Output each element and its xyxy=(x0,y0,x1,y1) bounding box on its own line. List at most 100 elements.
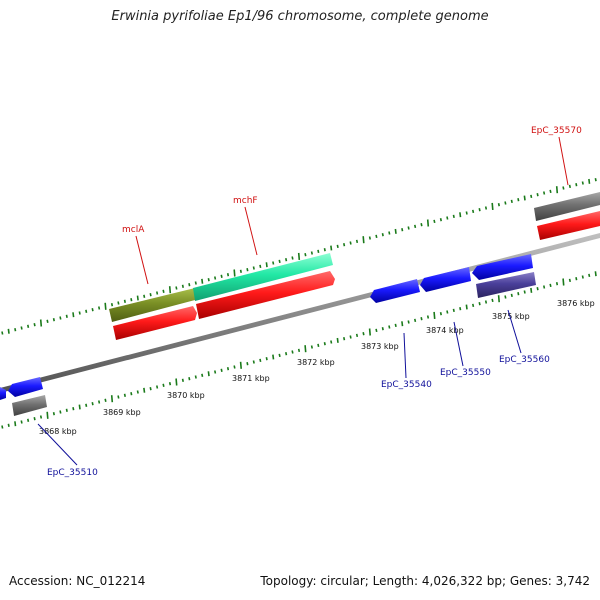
gene-EpC_35550-cds[interactable] xyxy=(420,267,471,292)
minor-tick xyxy=(33,323,36,327)
minor-tick xyxy=(272,354,275,360)
minor-tick xyxy=(207,371,210,377)
minor-tick xyxy=(310,345,313,349)
minor-tick xyxy=(349,335,352,339)
minor-tick xyxy=(98,400,101,404)
minor-tick xyxy=(85,309,88,313)
gene-label-EpC_35560[interactable]: EpC_35560 xyxy=(499,355,550,365)
minor-tick xyxy=(362,332,365,336)
gene-EpC_35560-cds[interactable] xyxy=(472,254,533,280)
minor-tick xyxy=(523,195,526,201)
cds-track-reverse xyxy=(0,254,533,400)
tick-label: 3870 kbp xyxy=(167,391,205,400)
minor-tick xyxy=(149,293,152,297)
minor-tick xyxy=(568,278,571,283)
minor-tick xyxy=(143,387,146,393)
accession-text: Accession: NC_012214 xyxy=(9,574,146,588)
minor-tick xyxy=(72,407,75,411)
minor-tick xyxy=(65,408,68,412)
upper-tick-row xyxy=(1,178,597,335)
minor-tick xyxy=(143,294,146,298)
minor-tick xyxy=(459,212,462,218)
minor-tick xyxy=(194,281,197,285)
lower-tick-row xyxy=(1,271,597,429)
minor-tick xyxy=(355,333,359,338)
minor-tick xyxy=(130,392,133,396)
tick-label: 3872 kbp xyxy=(297,358,335,367)
minor-tick xyxy=(472,209,475,214)
minor-tick xyxy=(530,287,533,293)
gene-label-mchF[interactable]: mchF xyxy=(233,196,258,206)
minor-tick xyxy=(375,234,378,239)
gene-EpC_35510-cds[interactable] xyxy=(8,377,43,397)
cds-track-forward xyxy=(113,211,600,340)
minor-tick xyxy=(465,211,468,215)
minor-tick xyxy=(381,327,384,331)
gene-label-EpC_35570[interactable]: EpC_35570 xyxy=(531,126,582,136)
minor-tick xyxy=(588,178,591,184)
major-tick xyxy=(491,202,494,210)
minor-tick xyxy=(78,404,81,410)
minor-tick xyxy=(478,208,481,212)
gene-label-EpC_35510[interactable]: EpC_35510 xyxy=(47,468,98,478)
major-tick xyxy=(497,295,500,303)
minor-tick xyxy=(549,283,552,288)
gene-mclA-cds[interactable] xyxy=(113,306,197,340)
minor-tick xyxy=(72,312,75,318)
major-tick xyxy=(555,186,559,194)
minor-tick xyxy=(536,287,539,291)
minor-tick xyxy=(465,304,468,310)
map-title: Erwinia pyrifoliae Ep1/96 chromosome, co… xyxy=(111,9,489,24)
minor-tick xyxy=(381,233,384,237)
gene-EpC_35540-cds[interactable] xyxy=(370,279,420,303)
gene-mchF-cog-bar[interactable] xyxy=(193,253,333,301)
minor-tick xyxy=(162,289,165,293)
minor-tick xyxy=(272,261,275,265)
major-tick xyxy=(426,219,430,227)
major-tick xyxy=(239,361,242,369)
minor-tick xyxy=(1,331,4,335)
gene-mclA-cog-bar[interactable] xyxy=(109,288,195,322)
major-tick xyxy=(39,319,43,327)
minor-tick xyxy=(27,418,30,422)
minor-tick xyxy=(336,337,339,343)
minor-tick xyxy=(510,293,513,298)
minor-tick xyxy=(285,352,288,356)
minor-tick xyxy=(278,353,281,358)
minor-tick xyxy=(543,285,546,289)
minor-tick xyxy=(581,275,584,279)
gene-label-mclA[interactable]: mclA xyxy=(122,225,145,235)
gene-mchF-cds[interactable] xyxy=(196,271,335,319)
minor-tick xyxy=(1,425,4,429)
minor-tick xyxy=(33,417,36,421)
minor-tick xyxy=(317,249,320,254)
gene-EpC_35510-grey-bar[interactable] xyxy=(12,395,47,416)
tick-label: 3873 kbp xyxy=(361,342,399,351)
genome-summary-text: Topology: circular; Length: 4,026,322 bp… xyxy=(260,574,590,588)
minor-tick xyxy=(562,186,565,190)
major-tick xyxy=(175,378,178,386)
minor-tick xyxy=(91,402,94,406)
gene-left-edge-cds[interactable] xyxy=(0,387,6,400)
gene-EpC_35570-cds[interactable] xyxy=(537,211,600,240)
minor-tick xyxy=(220,274,223,278)
minor-tick xyxy=(130,298,133,302)
minor-tick xyxy=(472,303,475,308)
minor-tick xyxy=(543,191,546,195)
minor-tick xyxy=(420,317,423,321)
gene-EpC_35570-grey-bar[interactable] xyxy=(534,192,600,221)
minor-tick xyxy=(420,223,423,227)
minor-tick xyxy=(388,231,391,235)
minor-tick xyxy=(394,323,397,328)
minor-tick xyxy=(310,251,313,255)
gene-EpC_35560-cog-bar[interactable] xyxy=(476,272,536,298)
gene-label-EpC_35540[interactable]: EpC_35540 xyxy=(381,380,432,390)
gene-labels: mclA mchF EpC_35570 EpC_35540 EpC_35550 … xyxy=(37,126,582,478)
minor-tick xyxy=(123,299,126,303)
minor-tick xyxy=(575,277,578,281)
minor-tick xyxy=(517,292,520,296)
major-tick xyxy=(362,236,365,244)
gene-label-EpC_35550[interactable]: EpC_35550 xyxy=(440,368,491,378)
minor-tick xyxy=(239,269,242,273)
